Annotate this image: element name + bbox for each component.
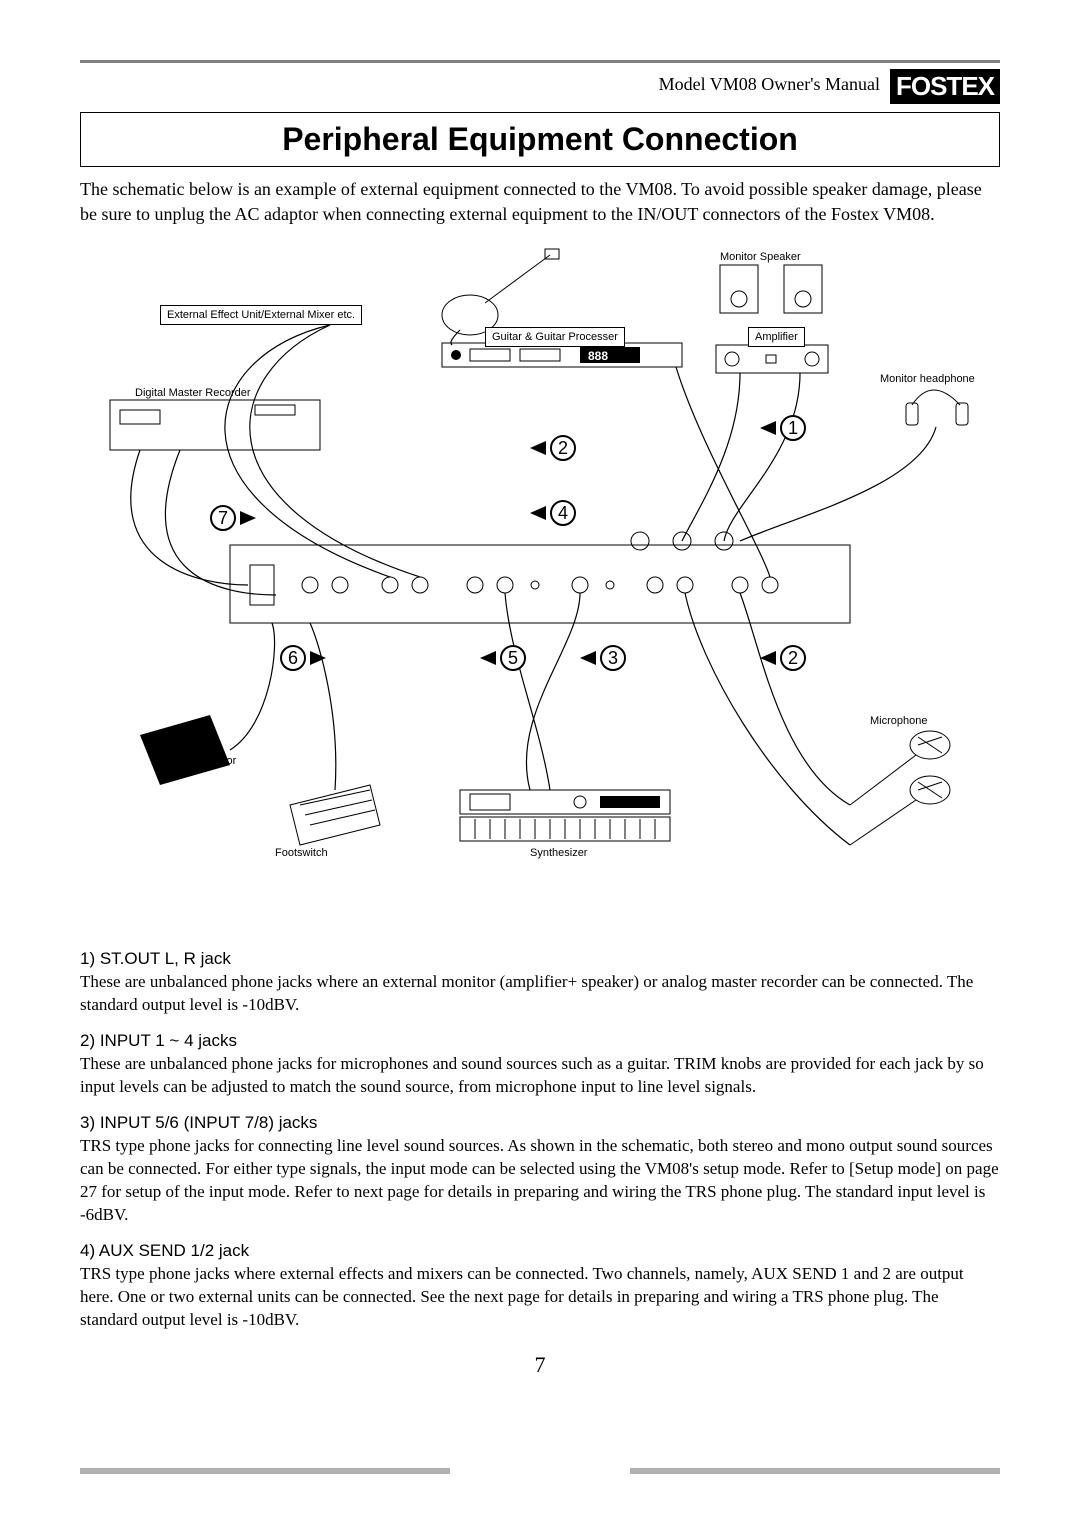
- arrow-icon: [530, 441, 546, 455]
- arrow-icon: [760, 421, 776, 435]
- section-4-head: 4) AUX SEND 1/2 jack: [80, 1241, 1000, 1261]
- label-headphone: Monitor headphone: [880, 373, 975, 385]
- arrow-icon: [760, 651, 776, 665]
- title-box: Peripheral Equipment Connection: [80, 112, 1000, 167]
- label-synthesizer: Synthesizer: [530, 847, 587, 859]
- header-rule: [80, 60, 1000, 63]
- section-2: 2) INPUT 1 ~ 4 jacks These are unbalance…: [80, 1031, 1000, 1099]
- arrow-icon: [310, 651, 326, 665]
- label-footswitch: Footswitch: [275, 847, 328, 859]
- brand-logotype: FOSTEX: [890, 69, 1000, 104]
- label-ac-adaptor: AC Adaptor: [180, 755, 236, 767]
- header-line: Model VM08 Owner's Manual FOSTEX: [80, 69, 1000, 104]
- page-number: 7: [80, 1352, 1000, 1378]
- section-3-body: TRS type phone jacks for connecting line…: [80, 1135, 1000, 1227]
- label-external-effect: External Effect Unit/External Mixer etc.: [160, 305, 362, 325]
- label-microphone: Microphone: [870, 715, 927, 727]
- arrow-icon: [480, 651, 496, 665]
- arrow-icon: [530, 506, 546, 520]
- section-4-body: TRS type phone jacks where external effe…: [80, 1263, 1000, 1332]
- section-3: 3) INPUT 5/6 (INPUT 7/8) jacks TRS type …: [80, 1113, 1000, 1227]
- connection-diagram: 888: [80, 245, 1000, 925]
- arrow-icon: [240, 511, 256, 525]
- section-2-head: 2) INPUT 1 ~ 4 jacks: [80, 1031, 1000, 1051]
- section-1-head: 1) ST.OUT L, R jack: [80, 949, 1000, 969]
- arrow-icon: [580, 651, 596, 665]
- label-digital-master: Digital Master Recorder: [135, 387, 251, 399]
- section-2-body: These are unbalanced phone jacks for mic…: [80, 1053, 1000, 1099]
- intro-paragraph: The schematic below is an example of ext…: [80, 177, 1000, 227]
- section-1-body: These are unbalanced phone jacks where a…: [80, 971, 1000, 1017]
- label-monitor-speaker: Monitor Speaker: [720, 251, 801, 263]
- label-amplifier: Amplifier: [748, 327, 805, 347]
- diagram-svg: 888: [80, 245, 1000, 925]
- section-3-head: 3) INPUT 5/6 (INPUT 7/8) jacks: [80, 1113, 1000, 1133]
- section-4: 4) AUX SEND 1/2 jack TRS type phone jack…: [80, 1241, 1000, 1332]
- svg-text:888: 888: [588, 349, 608, 363]
- section-1: 1) ST.OUT L, R jack These are unbalanced…: [80, 949, 1000, 1017]
- footer-rule-left: [80, 1468, 450, 1474]
- model-text: Model VM08 Owner's Manual: [659, 74, 880, 94]
- footer-rule-right: [630, 1468, 1000, 1474]
- label-guitar-processor: Guitar & Guitar Processer: [485, 327, 625, 347]
- page-title: Peripheral Equipment Connection: [81, 121, 999, 158]
